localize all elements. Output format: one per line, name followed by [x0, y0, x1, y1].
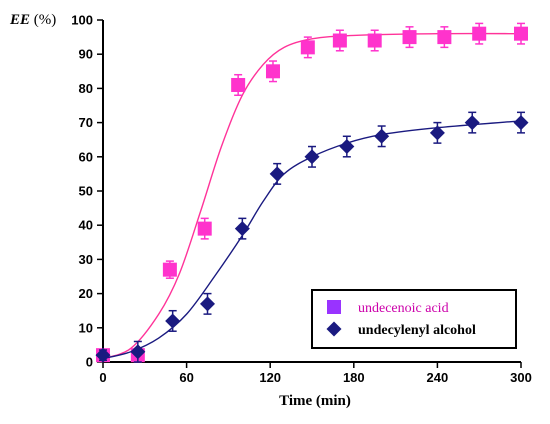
- data-point-undecylenyl-alcohol: [234, 221, 250, 237]
- data-point-undecylenyl-alcohol: [513, 115, 529, 131]
- y-tick-label-50: 50: [79, 184, 93, 199]
- data-point-undecylenyl-alcohol: [339, 139, 355, 155]
- data-point-undecenoic-acid: [437, 30, 452, 45]
- x-axis-title: Time (min): [279, 393, 351, 409]
- y-tick-label-20: 20: [79, 286, 93, 301]
- legend: undecenoic acid undecylenyl alcohol: [311, 289, 517, 349]
- data-point-undecenoic-acid: [472, 26, 487, 41]
- data-point-undecenoic-acid: [265, 64, 280, 79]
- legend-label-undecenoic-acid: undecenoic acid: [358, 301, 449, 316]
- y-tick-label-40: 40: [79, 218, 93, 233]
- data-point-undecylenyl-alcohol: [165, 313, 181, 329]
- data-point-undecylenyl-alcohol: [200, 296, 215, 312]
- data-point-undecylenyl-alcohol: [374, 128, 390, 144]
- data-point-undecylenyl-alcohol: [464, 115, 480, 131]
- y-tick-label-100: 100: [71, 13, 93, 28]
- data-point-undecylenyl-alcohol: [269, 166, 285, 182]
- y-tick-label-0: 0: [86, 355, 93, 370]
- y-tick-label-70: 70: [79, 115, 93, 130]
- y-axis-title-italic: EE: [9, 12, 30, 28]
- plot-area: 0 10 20 30 40 50 60 70 80 90 100 0 60 120 180 240 300: [71, 13, 532, 386]
- data-point-undecylenyl-alcohol: [304, 149, 320, 165]
- legend-marker-diamond: [326, 321, 342, 337]
- y-axis-title-unit: (%): [30, 12, 56, 28]
- data-point-undecylenyl-alcohol: [429, 125, 445, 141]
- y-tick-label-10: 10: [79, 320, 93, 335]
- y-tick-label-80: 80: [79, 81, 93, 96]
- data-point-undecylenyl-alcohol: [130, 344, 146, 360]
- data-point-undecenoic-acid: [162, 262, 177, 277]
- data-point-undecylenyl-alcohol: [95, 347, 111, 363]
- data-point-undecenoic-acid: [402, 30, 417, 45]
- x-tick-label-240: 240: [427, 370, 449, 385]
- legend-marker-square: [327, 300, 341, 314]
- x-tick-label-300: 300: [510, 370, 532, 385]
- x-tick-label-60: 60: [179, 370, 193, 385]
- y-tick-label-30: 30: [79, 252, 93, 267]
- data-point-undecenoic-acid: [514, 26, 528, 41]
- y-tick-label-60: 60: [79, 149, 93, 164]
- data-point-undecenoic-acid: [197, 221, 212, 236]
- x-tick-label-180: 180: [343, 370, 365, 385]
- data-point-undecenoic-acid: [332, 33, 347, 48]
- legend-label-undecylenyl-alcohol: undecylenyl alcohol: [358, 323, 476, 338]
- data-point-undecenoic-acid: [367, 33, 382, 48]
- legend-frame: [311, 289, 517, 349]
- x-tick-label-120: 120: [259, 370, 281, 385]
- x-tick-label-0: 0: [99, 370, 106, 385]
- y-tick-label-90: 90: [79, 47, 93, 62]
- y-axis-title: EE (%): [9, 12, 56, 28]
- data-point-undecenoic-acid: [300, 40, 315, 55]
- data-point-undecenoic-acid: [231, 77, 246, 92]
